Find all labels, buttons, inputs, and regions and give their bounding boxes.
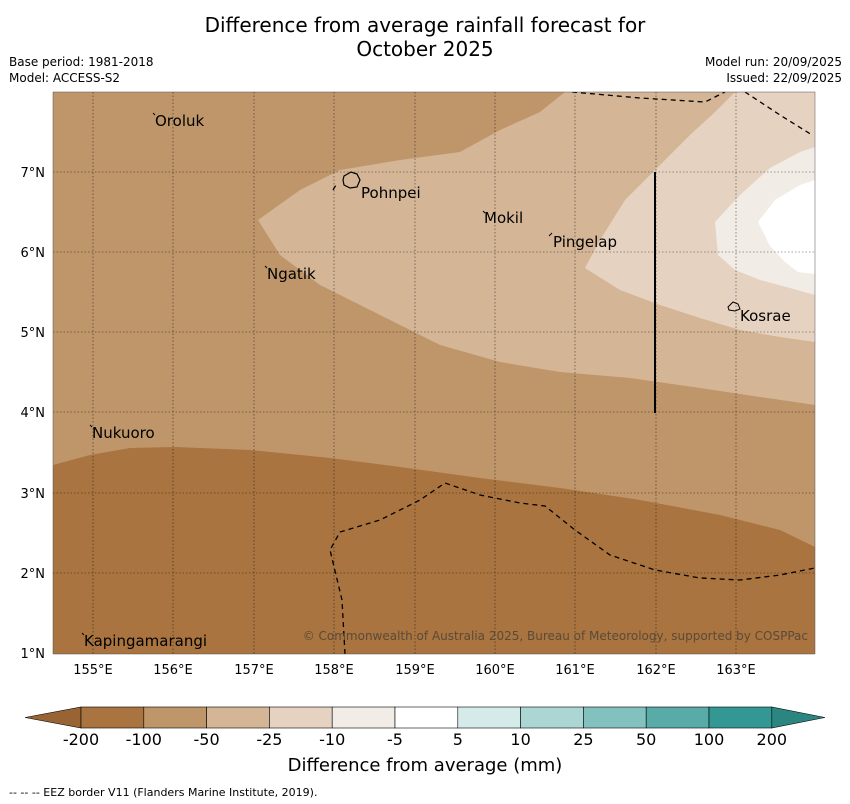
pohnpei-island-outline <box>342 171 361 189</box>
place-label-mokil: Mokil <box>484 209 523 227</box>
x-tick-label: 160°E <box>475 663 515 678</box>
colorbar-segment <box>645 706 710 729</box>
colorbar-tick-label: -25 <box>256 730 283 749</box>
colorbar-tick-label: 10 <box>510 730 531 749</box>
eez-footnote: -- -- -- EEZ border V11 (Flanders Marine… <box>9 786 318 799</box>
place-label-pohnpei: Pohnpei <box>361 184 421 202</box>
colorbar-tick-label: 200 <box>756 730 788 749</box>
y-tick-label: 2°N <box>21 567 46 582</box>
place-label-oroluk: Oroluk <box>155 112 204 130</box>
colorbar-segment <box>583 706 647 729</box>
eez-border-south <box>329 482 815 654</box>
place-label-kosrae: Kosrae <box>740 307 791 325</box>
contour-minus-25 <box>585 92 815 342</box>
kosrae-island-outline <box>727 301 741 312</box>
colorbar-title: Difference from average (mm) <box>287 755 563 776</box>
colorbar-tick-label: -100 <box>125 730 162 749</box>
colorbar-segment <box>457 706 521 729</box>
eez-border-fragment <box>332 184 337 191</box>
place-label-kapingamarangi: Kapingamarangi <box>84 632 207 650</box>
x-tick-label: 161°E <box>555 663 595 678</box>
eez-border-northeast <box>744 92 813 136</box>
y-tick-label: 4°N <box>21 406 46 421</box>
copyright-notice: © Commonwealth of Australia 2025, Bureau… <box>303 629 808 643</box>
contour-minus-200 <box>53 447 815 654</box>
x-tick-label: 155°E <box>73 663 113 678</box>
x-tick-label: 158°E <box>314 663 354 678</box>
colorbar-tick-label: 100 <box>693 730 725 749</box>
issued-date: Issued: 22/09/2025 <box>726 71 842 85</box>
colorbar-tick-label: -10 <box>319 730 346 749</box>
colorbar-segment <box>80 706 145 729</box>
eez-borders <box>329 92 815 654</box>
colorbar-tick-label: -5 <box>387 730 403 749</box>
model-name: Model: ACCESS-S2 <box>9 71 121 85</box>
place-label-nukuoro: Nukuoro <box>92 424 155 442</box>
colorbar <box>24 706 826 729</box>
map-title-line-2: October 2025 <box>356 37 494 61</box>
colorbar-segment <box>206 706 270 729</box>
y-axis-ticks: 7°N 6°N 5°N 4°N 3°N 2°N 1°N <box>21 166 46 662</box>
place-labels: Oroluk Pohnpei Mokil Pingelap Ngatik Kos… <box>84 112 791 650</box>
colorbar-segment <box>394 706 459 729</box>
colorbar-tick-label: -200 <box>62 730 100 749</box>
x-tick-label: 162°E <box>636 663 676 678</box>
y-tick-label: 7°N <box>21 166 46 181</box>
atoll-markers <box>81 112 553 636</box>
colorbar-segment <box>331 706 396 729</box>
colorbar-tick-label: 25 <box>573 730 594 749</box>
colorbar-segment <box>269 706 333 729</box>
map-title-line-1: Difference from average rainfall forecas… <box>204 13 646 37</box>
colorbar-tick-label: 5 <box>452 730 463 749</box>
colorbar-low-extend <box>24 706 82 729</box>
colorbar-segment <box>708 706 773 729</box>
x-axis-ticks: 155°E 156°E 157°E 158°E 159°E 160°E 161°… <box>73 663 756 678</box>
model-run: Model run: 20/09/2025 <box>704 55 842 69</box>
contour-minus-5 <box>758 180 815 274</box>
y-tick-label: 3°N <box>21 487 46 502</box>
colorbar-segment <box>520 706 584 729</box>
eez-border-north <box>571 92 726 103</box>
colorbar-tick-label: -50 <box>193 730 220 749</box>
x-tick-label: 157°E <box>234 663 274 678</box>
colorbar-tick-label: 50 <box>636 730 657 749</box>
place-label-ngatik: Ngatik <box>267 265 316 283</box>
map-frame <box>52 91 816 655</box>
base-period: Base period: 1981-2018 <box>9 55 154 69</box>
rainfall-contours <box>53 92 815 654</box>
colorbar-segment <box>143 706 207 729</box>
y-tick-label: 1°N <box>21 647 46 662</box>
colorbar-high-extend <box>771 706 826 729</box>
y-tick-label: 5°N <box>21 326 46 341</box>
place-label-pingelap: Pingelap <box>553 233 617 251</box>
x-tick-label: 156°E <box>153 663 193 678</box>
x-tick-label: 163°E <box>716 663 756 678</box>
y-tick-label: 6°N <box>21 246 46 261</box>
x-tick-label: 159°E <box>395 663 435 678</box>
